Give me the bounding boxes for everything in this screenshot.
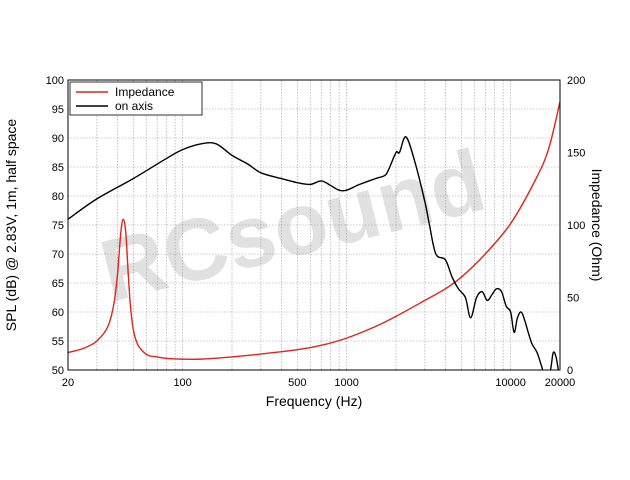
y-tick-label: 95: [52, 104, 64, 116]
y2-tick-label: 0: [567, 365, 573, 377]
y2-axis-label: Impedance (Ohm): [589, 169, 605, 282]
y2-tick-label: 150: [567, 148, 585, 160]
x-tick-label: 20000: [545, 377, 576, 389]
x-tick-label: 20: [62, 377, 74, 389]
y-tick-label: 50: [52, 365, 64, 377]
legend-label-on-axis: on axis: [115, 99, 153, 113]
y-tick-label: 85: [52, 162, 64, 174]
y2-tick-label: 100: [567, 220, 585, 232]
x-tick-label: 1000: [334, 377, 358, 389]
y-tick-label: 80: [52, 191, 64, 203]
x-axis-label: Frequency (Hz): [266, 393, 362, 409]
y-tick-label: 90: [52, 133, 64, 145]
series-line-impedance: [68, 101, 560, 361]
y2-tick-label: 50: [567, 293, 579, 305]
y2-tick-label: 200: [567, 75, 585, 87]
y-tick-label: 75: [52, 220, 64, 232]
plot-frame: [67, 79, 561, 371]
legend: Impedance on axis: [69, 81, 203, 116]
y-tick-label: 55: [52, 336, 64, 348]
y-tick-label: 70: [52, 249, 64, 261]
watermark: RCsound: [91, 130, 494, 321]
y-axis-label: SPL (dB) @ 2.83V, 1m, half space: [3, 119, 19, 332]
legend-label-impedance: Impedance: [115, 85, 175, 99]
y-tick-label: 60: [52, 307, 64, 319]
y-tick-label: 65: [52, 278, 64, 290]
legend-box: [69, 81, 203, 116]
x-tick-label: 10000: [495, 377, 526, 389]
y-tick-label: 100: [46, 75, 64, 87]
x-tick-label: 500: [288, 377, 306, 389]
series-line-on-axis: [68, 136, 560, 370]
x-tick-label: 100: [173, 377, 191, 389]
